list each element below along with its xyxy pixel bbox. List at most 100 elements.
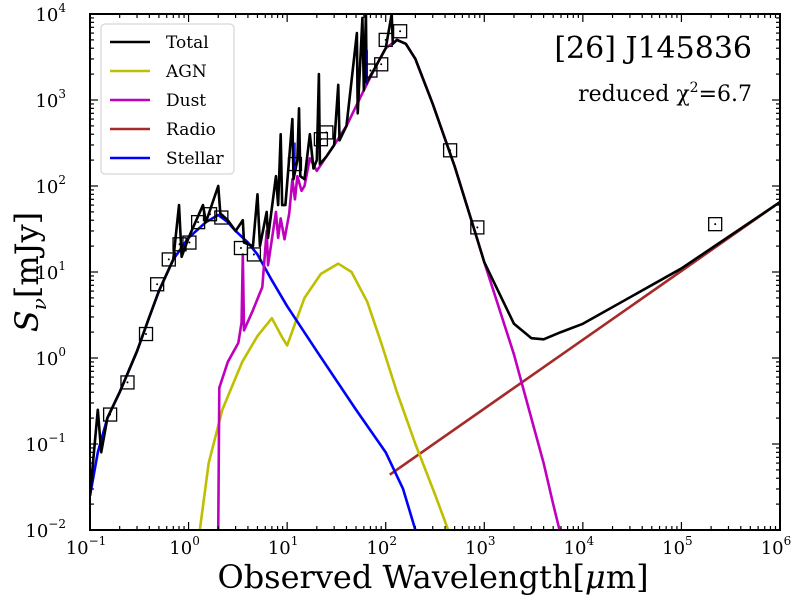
observation-marker-21	[708, 217, 723, 232]
x-tick-label-3-exp: 2	[389, 534, 397, 548]
observation-marker-3	[150, 277, 165, 292]
legend-agn-label: AGN	[165, 62, 207, 82]
x-tick-label-3-base: 10	[366, 538, 389, 559]
observation-dot-5	[178, 243, 181, 246]
observation-dot-3	[156, 283, 159, 286]
x-axis-label-main: Observed Wavelength[	[217, 558, 584, 596]
x-tick-label-1: 100	[169, 534, 200, 559]
observation-marker-14	[319, 125, 334, 140]
series-agn-line	[198, 262, 450, 530]
legend-stellar-label: Stellar	[166, 149, 225, 169]
x-tick-label-4: 103	[465, 534, 496, 559]
x-tick-label-0-exp: −1	[89, 534, 107, 548]
observation-dot-18	[399, 30, 402, 33]
legend-radio-label: Radio	[166, 120, 216, 140]
y-tick-label-5-exp: 3	[58, 87, 66, 101]
chart-title: [26] J145836	[554, 31, 752, 66]
plot-frame	[89, 13, 781, 531]
y-tick-label-6-exp: 4	[58, 1, 66, 15]
observation-marker-7	[190, 214, 206, 230]
annotation-value: =6.7	[699, 82, 752, 107]
observation-dot-2	[145, 333, 148, 336]
legend-total-label: Total	[166, 33, 209, 53]
annotation-exponent: 2	[690, 80, 699, 96]
x-tick-label-5-exp: 4	[586, 534, 594, 548]
observation-dot-20	[476, 226, 479, 229]
observation-dot-15	[369, 69, 372, 72]
observation-dot-10	[239, 247, 242, 250]
observation-marker-16	[374, 57, 389, 72]
observation-marker-20	[470, 220, 485, 235]
y-tick-label-2-exp: 0	[58, 345, 66, 359]
observation-marker-17	[378, 32, 393, 48]
x-tick-label-5: 104	[564, 534, 595, 559]
y-tick-label-0-base: 10	[25, 521, 48, 542]
y-tick-label-6: 104	[35, 1, 66, 26]
observation-marker-9	[214, 210, 229, 225]
y-axis-label-unit: [mJy]	[8, 212, 46, 298]
observation-group	[102, 24, 723, 422]
legend-dust-label: Dust	[166, 91, 206, 111]
x-tick-label-4-exp: 3	[488, 534, 496, 548]
x-tick-label-5-base: 10	[564, 538, 587, 559]
x-tick-label-0-base: 10	[66, 538, 89, 559]
series-radio-line	[389, 201, 780, 476]
y-tick-label-1: 10−1	[25, 431, 66, 456]
observation-marker-12	[287, 156, 303, 172]
y-tick-label-4: 102	[35, 173, 66, 198]
observation-dot-16	[380, 63, 383, 66]
x-axis-label-unit: m]	[606, 558, 649, 596]
observation-marker-5	[172, 237, 187, 252]
observation-dot-9	[220, 216, 223, 219]
y-tick-label-0-exp: −2	[48, 517, 66, 531]
y-axis-label: Sν[mJy]	[8, 212, 51, 332]
y-tick-label-0: 10−2	[25, 517, 66, 542]
x-axis-label: Observed Wavelength[μm]	[217, 558, 648, 596]
y-axis-label-main: S	[8, 310, 46, 332]
observation-dot-4	[167, 258, 170, 261]
y-tick-label-3-base: 10	[35, 263, 58, 284]
observation-marker-8	[202, 207, 218, 222]
y-tick-label-4-exp: 2	[58, 173, 66, 187]
observation-marker-1	[120, 375, 135, 390]
observation-dot-17	[384, 38, 387, 41]
x-axis-label-mu: μ	[585, 558, 606, 596]
observation-marker-4	[161, 252, 176, 267]
observation-dot-12	[293, 163, 296, 166]
x-tick-label-3: 102	[366, 534, 397, 559]
x-tick-label-6-exp: 5	[685, 534, 693, 548]
y-tick-label-5-base: 10	[35, 91, 58, 112]
observation-dot-1	[126, 381, 129, 384]
observation-dot-8	[209, 213, 212, 216]
y-tick-label-2-base: 10	[35, 349, 58, 370]
x-tick-label-6: 105	[662, 534, 693, 559]
legend: Total AGN Dust Radio Stellar	[100, 23, 235, 175]
y-tick-label-1-exp: −1	[48, 431, 66, 445]
y-tick-label-2: 100	[35, 345, 66, 370]
observation-marker-0	[102, 407, 118, 422]
y-tick-label-3: 101	[35, 259, 66, 284]
x-tick-label-2: 101	[268, 534, 299, 559]
observation-dot-19	[449, 149, 452, 152]
observation-marker-6	[182, 235, 197, 250]
observation-dot-6	[188, 241, 191, 244]
x-tick-label-7-exp: 6	[784, 534, 792, 548]
observation-dot-0	[109, 413, 112, 416]
series-total-line	[90, 14, 780, 496]
observation-dot-21	[714, 223, 717, 226]
y-tick-label-4-base: 10	[35, 177, 58, 198]
observation-dot-11	[252, 253, 255, 256]
y-tick-label-5: 103	[35, 87, 66, 112]
annotation-prefix: reduced χ	[578, 82, 690, 107]
x-tick-label-7-base: 10	[761, 538, 784, 559]
legend-box	[100, 23, 235, 175]
x-tick-label-1-base: 10	[169, 538, 192, 559]
chi-square-annotation: reduced χ2=6.7	[578, 80, 752, 107]
legend-items: Total AGN Dust Radio Stellar	[110, 33, 225, 169]
y-tick-label-1-base: 10	[25, 435, 48, 456]
observation-dot-7	[197, 221, 200, 224]
observation-marker-18	[392, 24, 408, 39]
observation-marker-19	[442, 143, 458, 158]
series-group	[90, 14, 780, 530]
